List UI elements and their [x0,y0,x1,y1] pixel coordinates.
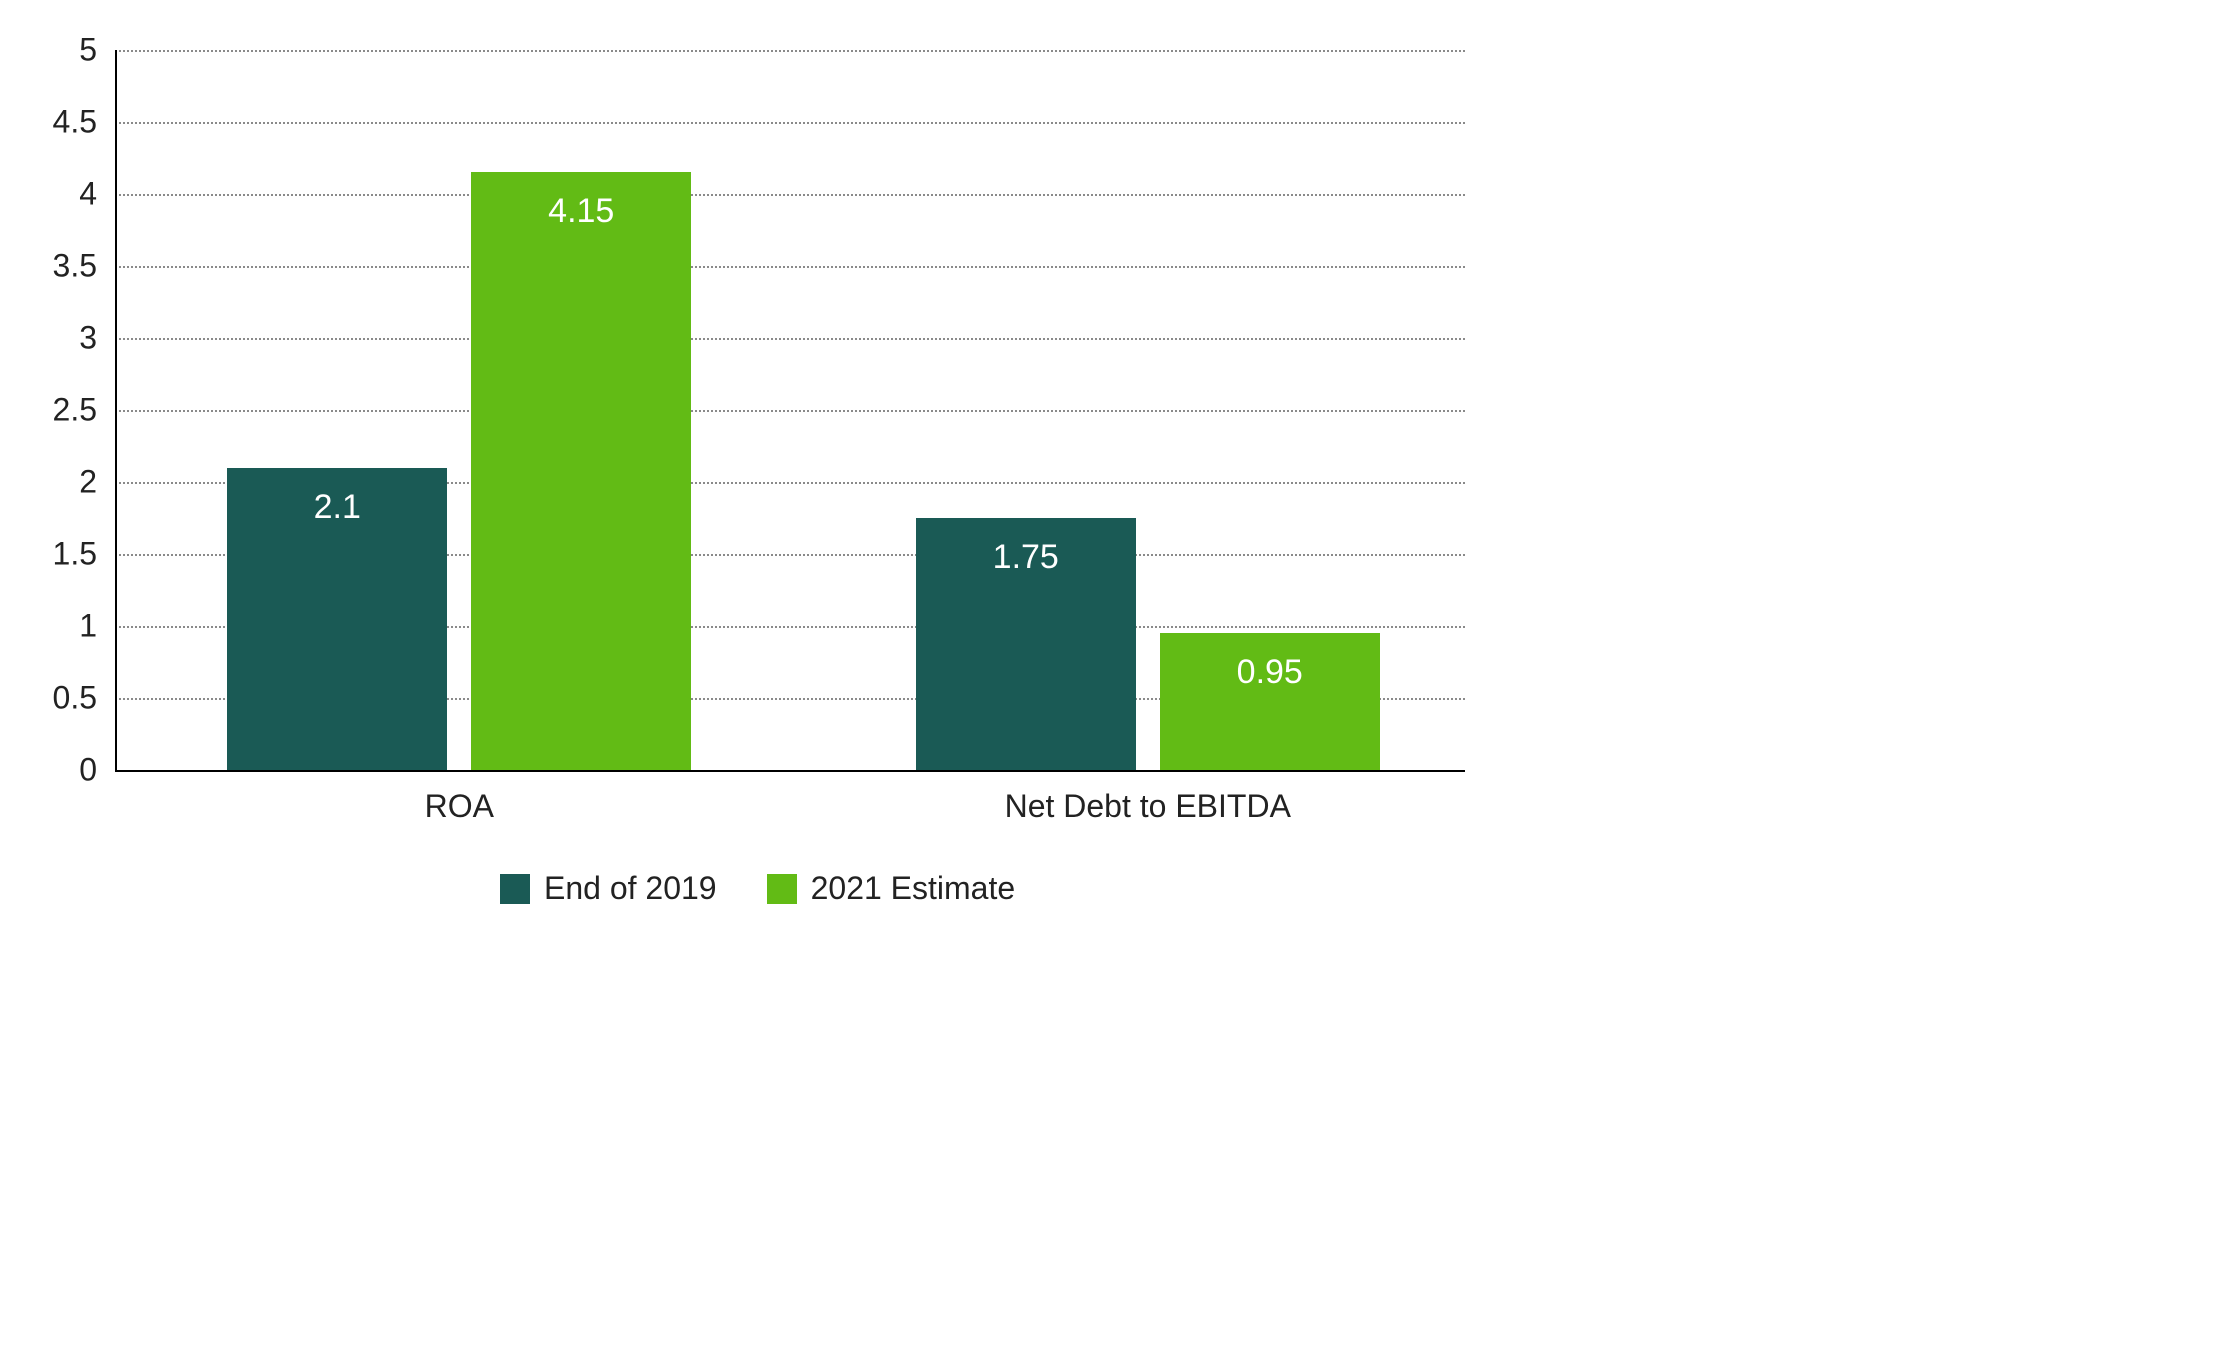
chart-container: 0 0.5 1 1.5 2 2.5 3 3.5 4 4.5 5 ROA 2.1 4.15 Net Debt … [0,0,1520,941]
y-tick-label: 2.5 [53,392,115,429]
legend-item: 2021 Estimate [767,870,1016,907]
legend: End of 2019 2021 Estimate [500,870,1015,907]
bar-value-label: 2.1 [314,488,361,527]
y-tick-label: 3 [79,320,115,357]
x-category-label: Net Debt to EBITDA [1005,770,1291,825]
y-tick-label: 5 [79,32,115,69]
y-tick-label: 0.5 [53,680,115,717]
bar-value-label: 4.15 [548,192,614,231]
gridline [115,194,1465,196]
y-tick-label: 4 [79,176,115,213]
gridline [115,122,1465,124]
y-tick-label: 3.5 [53,248,115,285]
legend-item: End of 2019 [500,870,717,907]
plot-area: 00.511.522.533.544.55ROA2.14.15Net Debt … [115,50,1465,770]
legend-label: 2021 Estimate [811,870,1016,907]
y-axis [115,50,117,771]
y-tick-label: 4.5 [53,104,115,141]
x-category-label: ROA [425,770,494,825]
bar: 1.75 [916,518,1136,770]
gridline [115,338,1465,340]
gridline [115,410,1465,412]
gridline [115,50,1465,52]
legend-swatch [767,874,797,904]
legend-swatch [500,874,530,904]
y-tick-label: 0 [79,752,115,789]
y-tick-label: 1 [79,608,115,645]
legend-label: End of 2019 [544,870,717,907]
y-tick-label: 1.5 [53,536,115,573]
bar: 4.15 [471,172,691,770]
bar-value-label: 0.95 [1237,653,1303,692]
bar: 2.1 [227,468,447,770]
bar: 0.95 [1160,633,1380,770]
y-tick-label: 2 [79,464,115,501]
bar-value-label: 1.75 [993,538,1059,577]
gridline [115,266,1465,268]
